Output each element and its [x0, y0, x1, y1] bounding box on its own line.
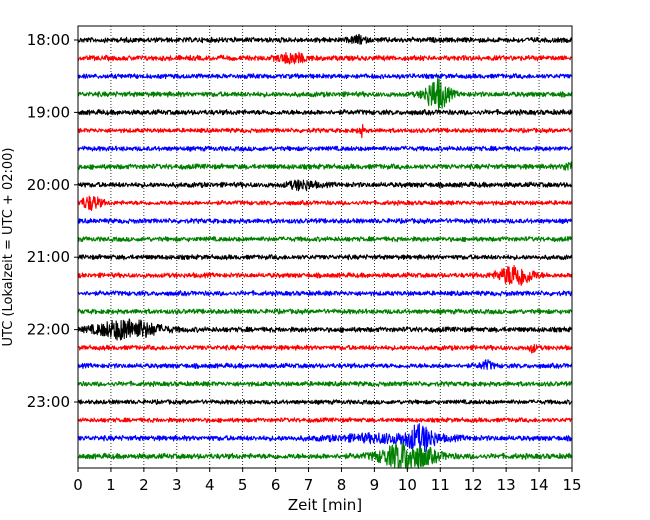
seismic-trace [77, 217, 573, 225]
seismic-trace [77, 195, 573, 212]
seismic-trace [77, 423, 573, 455]
x-tick-label: 11 [431, 476, 450, 494]
x-tick-label: 5 [238, 476, 248, 494]
seismic-trace [77, 33, 573, 45]
seismic-trace [77, 290, 573, 297]
x-tick-label: 15 [562, 476, 581, 494]
y-tick-label: 20:00 [27, 176, 70, 194]
seismic-trace [77, 442, 573, 471]
y-tick-label: 21:00 [27, 248, 70, 266]
x-tick-label: 7 [304, 476, 314, 494]
x-axis-label: Zeit [min] [288, 496, 362, 514]
seismic-trace [77, 51, 573, 65]
y-axis-label: UTC (Lokalzeit = UTC + 02:00) [1, 148, 16, 347]
x-tick-label: 13 [497, 476, 516, 494]
seismic-trace [77, 235, 573, 243]
x-axis: 0 1 2 3 4 5 6 7 8 9 10 11 12 13 14 15 [73, 468, 582, 494]
x-tick-label: 14 [530, 476, 549, 494]
x-tick-label: 2 [139, 476, 149, 494]
seismic-trace [77, 318, 573, 341]
seismic-trace [77, 179, 573, 192]
x-tick-label: 12 [464, 476, 483, 494]
x-tick-label: 10 [398, 476, 417, 494]
y-tick-label: 19:00 [27, 103, 70, 121]
seismic-trace [77, 145, 573, 152]
trace-group [77, 33, 573, 471]
seismic-trace [77, 123, 573, 139]
y-tick-label: 18:00 [27, 31, 70, 49]
x-tick-label: 9 [370, 476, 380, 494]
x-tick-label: 1 [106, 476, 116, 494]
x-tick-label: 8 [337, 476, 347, 494]
seismic-trace [77, 359, 573, 370]
seismic-trace [77, 73, 573, 80]
x-tick-label: 3 [172, 476, 182, 494]
y-tick-label: 22:00 [27, 321, 70, 339]
x-tick-label: 4 [205, 476, 215, 494]
seismic-trace [77, 417, 573, 424]
seismic-trace [77, 380, 573, 388]
seismic-trace [77, 254, 573, 261]
plot-frame [77, 25, 573, 469]
seismic-trace [77, 343, 573, 354]
y-axis: 18:00 19:00 20:00 21:00 22:00 23:00 [27, 31, 78, 411]
seismic-trace [77, 76, 573, 111]
y-tick-label: 23:00 [27, 393, 70, 411]
x-tick-label: 0 [73, 476, 83, 494]
seismic-trace [77, 264, 573, 286]
seismic-trace [77, 399, 573, 405]
seismic-trace [77, 308, 573, 315]
seismic-trace [77, 108, 573, 116]
x-tick-label: 6 [271, 476, 281, 494]
seismic-trace [77, 161, 573, 171]
